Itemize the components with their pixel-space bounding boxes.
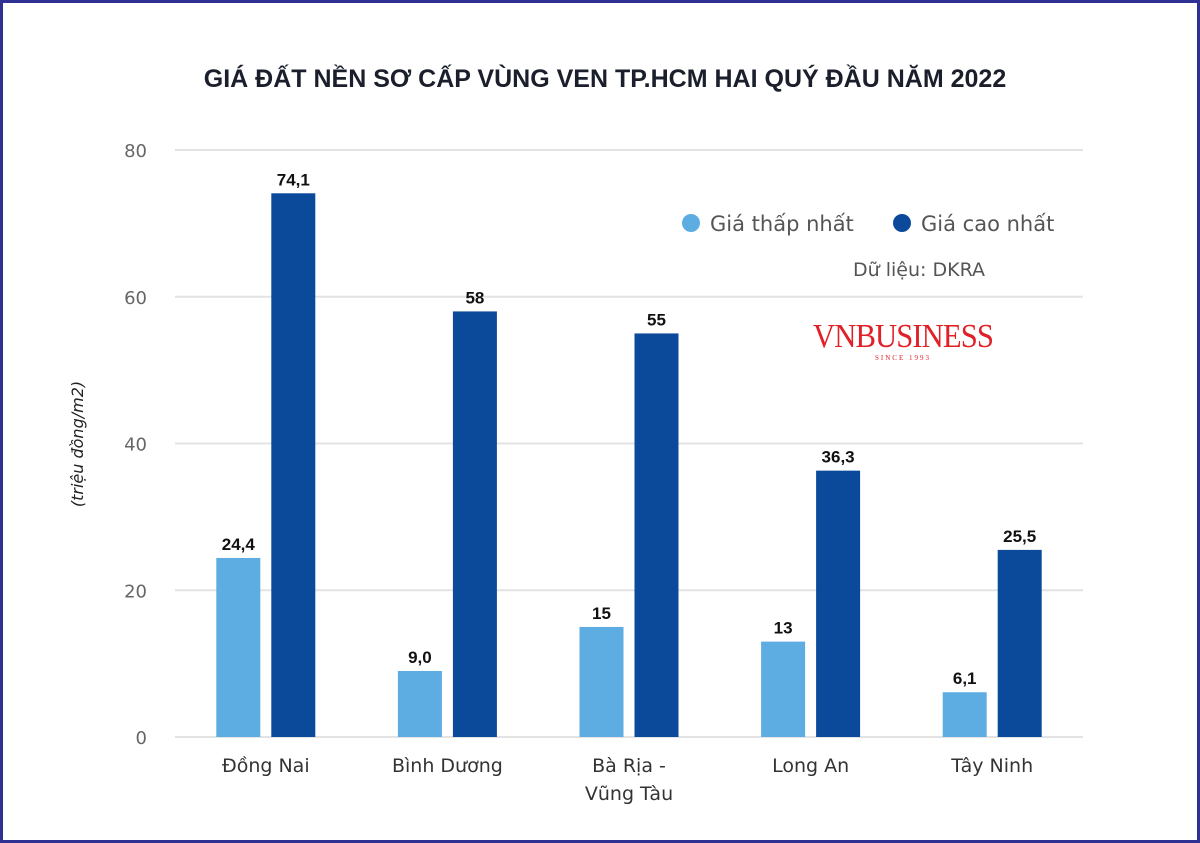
x-tick-label: Bà Rịa -	[592, 755, 666, 777]
data-label: 36,3	[822, 448, 855, 467]
bar-low	[579, 626, 624, 737]
source-note: Dữ liệu: DKRA	[853, 259, 985, 281]
data-label: 6,1	[953, 669, 977, 688]
bar-high	[271, 193, 316, 737]
svg-text:VNBUSINESS: VNBUSINESS	[813, 318, 993, 355]
x-tick-label: Vũng Tàu	[585, 783, 673, 805]
legend-label-low: Giá thấp nhất	[710, 212, 854, 236]
data-label: 24,4	[222, 535, 256, 554]
svg-text:SINCE 1993: SINCE 1993	[875, 354, 931, 362]
x-tick-label: Đồng Nai	[222, 755, 310, 777]
bar-low	[216, 557, 261, 737]
chart-title: GIÁ ĐẤT NỀN SƠ CẤP VÙNG VEN TP.HCM HAI Q…	[204, 63, 1006, 93]
vnbusiness-logo: VNBUSINESS SINCE 1993	[813, 318, 994, 362]
data-label: 13	[774, 619, 793, 638]
y-axis-label: (triệu đồng/m2)	[68, 381, 87, 507]
y-tick-label: 20	[124, 581, 147, 602]
data-label: 58	[465, 288, 484, 307]
x-tick-label: Tây Ninh	[950, 755, 1033, 777]
bar-low	[942, 692, 987, 737]
bar-high	[634, 333, 679, 737]
data-label: 55	[647, 310, 666, 329]
y-tick-label: 80	[124, 141, 147, 162]
bar-high	[816, 470, 861, 737]
y-tick-label: 60	[124, 288, 147, 309]
legend-label-high: Giá cao nhất	[921, 212, 1054, 236]
bar-high	[997, 549, 1042, 737]
x-tick-label: Bình Dương	[392, 755, 503, 777]
bar-low	[761, 641, 806, 737]
legend-swatch-high	[893, 214, 911, 232]
bar-low	[397, 670, 442, 737]
y-tick-label: 0	[136, 728, 147, 749]
data-label: 15	[592, 604, 611, 623]
y-tick-label: 40	[124, 435, 147, 456]
data-label: 25,5	[1003, 527, 1036, 546]
data-label: 74,1	[277, 170, 310, 189]
x-tick-label: Long An	[772, 755, 849, 777]
bar-high	[452, 311, 497, 737]
data-label: 9,0	[408, 648, 432, 667]
legend-swatch-low	[682, 214, 700, 232]
legend: Giá thấp nhất Giá cao nhất	[682, 212, 1054, 236]
